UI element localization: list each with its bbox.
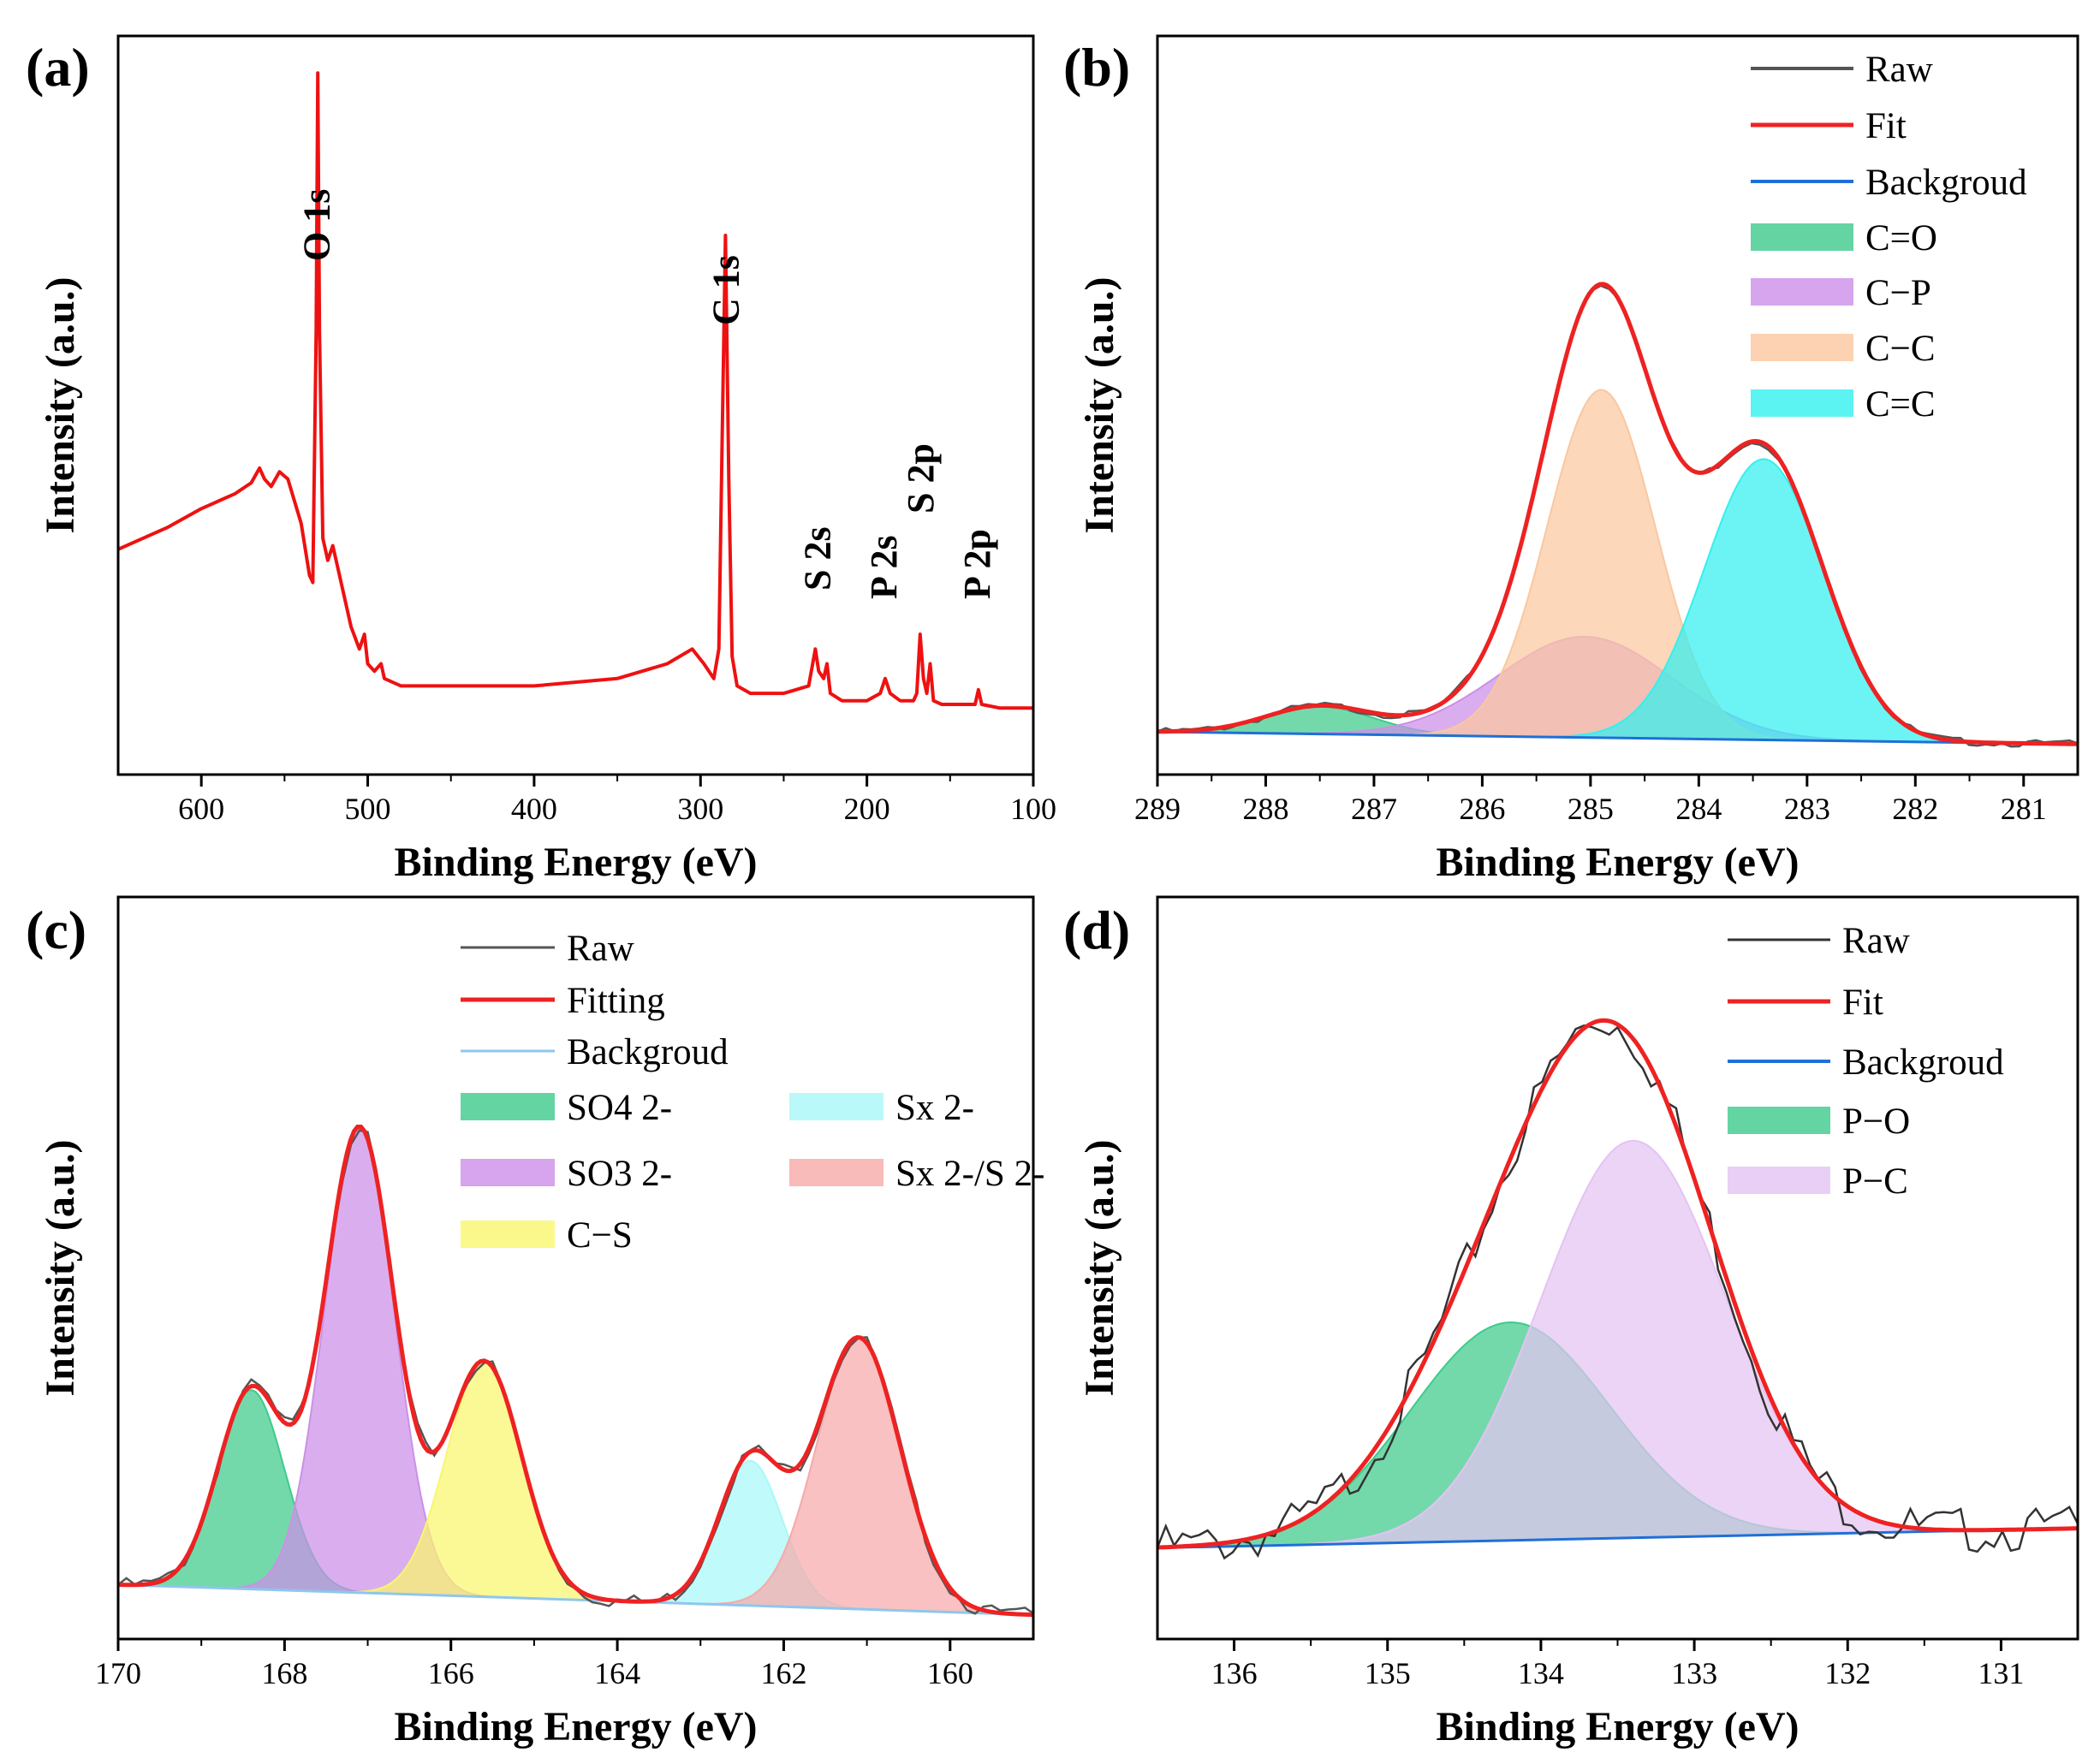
- plot-frame: [116, 895, 1035, 1641]
- x-tick-label: 170: [95, 1656, 141, 1690]
- legend-label: C−S: [567, 1215, 633, 1256]
- x-tick-label: 134: [1518, 1656, 1564, 1690]
- legend-label: SO4 2-: [567, 1088, 672, 1128]
- x-axis-title: Binding Energy (eV): [1436, 1704, 1799, 1749]
- peak-annotation: S 2p: [900, 443, 942, 514]
- x-tick-label: 600: [178, 792, 224, 826]
- legend-label: Raw: [1842, 921, 1910, 961]
- legend-label: C=C: [1865, 384, 1936, 425]
- x-tick-label: 287: [1351, 792, 1397, 826]
- fit-line: [1157, 1018, 2078, 1550]
- y-axis-title: Intensity (a.u.): [1077, 1139, 1122, 1396]
- fit-line: [118, 1125, 1033, 1618]
- plot-frame: [116, 34, 1035, 776]
- y-axis-title: Intensity (a.u.): [38, 1139, 83, 1396]
- x-tick-label: 300: [677, 792, 723, 826]
- plot-area: [1157, 1018, 2078, 1560]
- legend-label: Backgroud: [1865, 163, 2027, 203]
- x-axis-title: Binding Energy (eV): [1436, 840, 1799, 885]
- legend-label: Raw: [567, 929, 634, 969]
- x-tick-label: 286: [1459, 792, 1505, 826]
- peak-annotation: O 1s: [295, 189, 337, 261]
- legend-area-swatch: [1728, 1107, 1830, 1134]
- y-axis-title: Intensity (a.u.): [1077, 276, 1122, 533]
- x-tick-label: 162: [760, 1656, 806, 1690]
- peak-annotation: P 2s: [863, 535, 905, 599]
- legend-label: P−O: [1842, 1102, 1910, 1142]
- legend-label: Fitting: [567, 981, 665, 1021]
- x-tick-label: 283: [1784, 792, 1830, 826]
- legend-label: Fit: [1842, 983, 1883, 1023]
- x-tick-label: 168: [261, 1656, 307, 1690]
- legend-label: P−C: [1842, 1161, 1908, 1202]
- x-tick-label: 135: [1365, 1656, 1411, 1690]
- x-tick-label: 100: [1010, 792, 1056, 826]
- background-line: [118, 1583, 1033, 1617]
- peak-annotation: C 1s: [705, 255, 747, 325]
- panel-label: (b): [1063, 37, 1130, 98]
- plot-area: [1157, 282, 2078, 748]
- legend-area-swatch: [461, 1220, 555, 1248]
- legend-label: C=O: [1865, 218, 1937, 258]
- legend-area-swatch: [461, 1093, 555, 1120]
- legend-label: Sx 2-: [895, 1088, 974, 1128]
- x-axis-title: Binding Energy (eV): [394, 840, 757, 885]
- x-tick-label: 500: [345, 792, 391, 826]
- legend-area-swatch: [789, 1159, 883, 1186]
- x-tick-label: 285: [1568, 792, 1614, 826]
- legend-area-swatch: [1751, 223, 1853, 251]
- legend-area-swatch: [1728, 1167, 1830, 1194]
- background-line: [1157, 1527, 2078, 1550]
- x-tick-label: 282: [1892, 792, 1938, 826]
- peak-annotation: P 2p: [956, 529, 998, 599]
- legend-area-swatch: [461, 1159, 555, 1186]
- background-line: [1157, 730, 2078, 745]
- legend-label: SO3 2-: [567, 1154, 672, 1194]
- x-tick-label: 166: [428, 1656, 474, 1690]
- legend-label: C−P: [1865, 273, 1931, 313]
- legend-area-swatch: [1751, 334, 1853, 361]
- x-tick-label: 136: [1211, 1656, 1258, 1690]
- x-tick-label: 400: [511, 792, 557, 826]
- peak-annotation: S 2s: [796, 526, 838, 591]
- x-tick-label: 160: [927, 1656, 973, 1690]
- x-tick-label: 133: [1671, 1656, 1717, 1690]
- legend-label: Sx 2-/S 2-: [895, 1154, 1044, 1194]
- x-tick-label: 200: [844, 792, 890, 826]
- legend-label: Fit: [1865, 106, 1907, 146]
- legend-area-swatch: [1751, 278, 1853, 306]
- x-tick-label: 131: [1978, 1656, 2024, 1690]
- legend-label: C−C: [1865, 329, 1936, 369]
- legend-label: Backgroud: [1842, 1042, 2004, 1083]
- panel-label: (d): [1063, 900, 1130, 960]
- x-tick-label: 132: [1824, 1656, 1871, 1690]
- legend-label: Raw: [1865, 50, 1933, 90]
- x-tick-label: 284: [1675, 792, 1722, 826]
- x-tick-label: 288: [1242, 792, 1288, 826]
- raw-data-line: [1157, 1024, 2078, 1560]
- x-axis-title: Binding Energy (eV): [394, 1704, 757, 1749]
- legend-label: Backgroud: [567, 1032, 729, 1072]
- x-tick-label: 164: [594, 1656, 640, 1690]
- x-tick-label: 289: [1134, 792, 1181, 826]
- plot-frame: [1156, 34, 2079, 776]
- legend-area-swatch: [1751, 389, 1853, 417]
- y-axis-title: Intensity (a.u.): [38, 276, 83, 533]
- legend-area-swatch: [789, 1093, 883, 1120]
- fit-line: [1157, 282, 2078, 746]
- panel-label: (a): [26, 37, 90, 98]
- plot-area: [118, 1125, 1033, 1618]
- survey-spectrum-line: [117, 71, 1033, 710]
- panel-label: (c): [26, 900, 86, 960]
- x-tick-label: 281: [2001, 792, 2047, 826]
